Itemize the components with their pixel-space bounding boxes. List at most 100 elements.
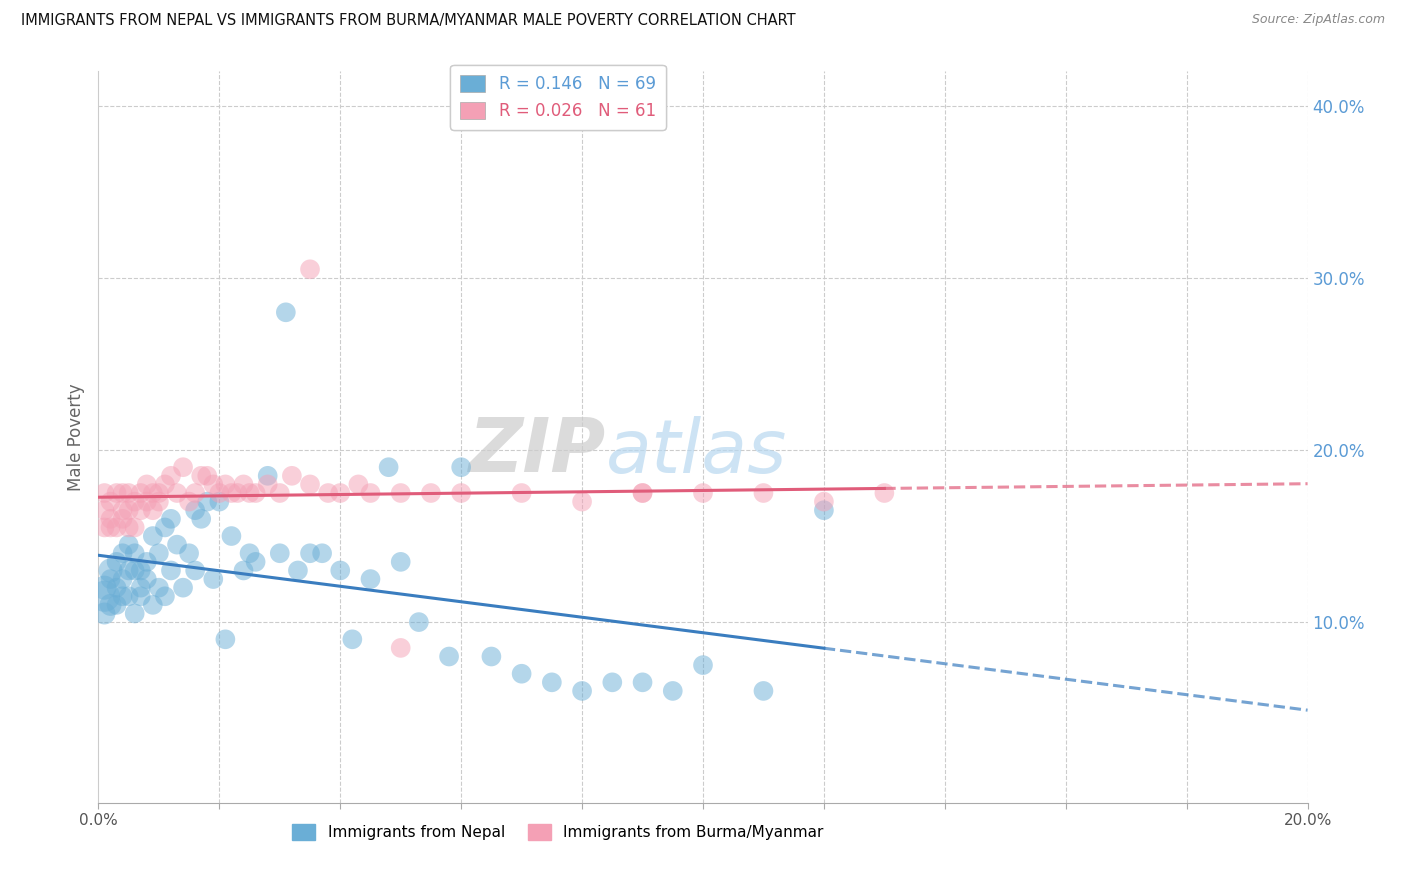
Point — [160, 564, 183, 578]
Text: IMMIGRANTS FROM NEPAL VS IMMIGRANTS FROM BURMA/MYANMAR MALE POVERTY CORRELATION : IMMIGRANTS FROM NEPAL VS IMMIGRANTS FROM… — [21, 13, 796, 29]
Point — [450, 460, 472, 475]
Point — [316, 486, 339, 500]
Point — [142, 529, 165, 543]
Point — [208, 494, 231, 508]
Text: ZIP: ZIP — [470, 415, 606, 488]
Point — [256, 468, 278, 483]
Point — [752, 684, 775, 698]
Point — [142, 503, 165, 517]
Point — [124, 520, 146, 534]
Point — [190, 512, 212, 526]
Point — [111, 503, 134, 517]
Point — [111, 486, 134, 500]
Point — [93, 520, 115, 534]
Point — [631, 675, 654, 690]
Point — [195, 468, 218, 483]
Point — [129, 503, 152, 517]
Point — [153, 589, 176, 603]
Text: atlas: atlas — [606, 416, 787, 488]
Point — [661, 684, 683, 698]
Point — [93, 581, 115, 595]
Legend: Immigrants from Nepal, Immigrants from Burma/Myanmar: Immigrants from Nepal, Immigrants from B… — [287, 818, 830, 847]
Point — [347, 477, 370, 491]
Point — [118, 564, 141, 578]
Point — [214, 632, 236, 647]
Point — [299, 477, 322, 491]
Point — [93, 589, 115, 603]
Point — [129, 564, 152, 578]
Point — [287, 564, 309, 578]
Point — [135, 572, 157, 586]
Point — [221, 486, 243, 500]
Y-axis label: Male Poverty: Male Poverty — [66, 384, 84, 491]
Point — [105, 581, 128, 595]
Point — [148, 494, 170, 508]
Point — [239, 486, 262, 500]
Point — [160, 468, 183, 483]
Point — [124, 564, 146, 578]
Point — [129, 581, 152, 595]
Point — [571, 494, 593, 508]
Text: Source: ZipAtlas.com: Source: ZipAtlas.com — [1251, 13, 1385, 27]
Point — [105, 486, 128, 500]
Point — [342, 632, 364, 647]
Point — [100, 520, 122, 534]
Point — [93, 607, 115, 621]
Point — [124, 494, 146, 508]
Point — [232, 477, 254, 491]
Point — [148, 581, 170, 595]
Point — [142, 486, 165, 500]
Point — [329, 486, 352, 500]
Point — [208, 486, 231, 500]
Point — [202, 477, 225, 491]
Point — [129, 486, 152, 500]
Point — [602, 675, 624, 690]
Point — [190, 468, 212, 483]
Point — [118, 486, 141, 500]
Point — [214, 477, 236, 491]
Point — [329, 564, 352, 578]
Point — [510, 666, 533, 681]
Point — [184, 564, 207, 578]
Point — [179, 494, 201, 508]
Point — [221, 529, 243, 543]
Point — [631, 486, 654, 500]
Point — [510, 486, 533, 500]
Point — [274, 305, 297, 319]
Point — [105, 598, 128, 612]
Point — [360, 486, 382, 500]
Point — [377, 460, 399, 475]
Point — [100, 564, 122, 578]
Point — [118, 520, 141, 534]
Point — [813, 503, 835, 517]
Point — [195, 494, 218, 508]
Point — [226, 486, 249, 500]
Point — [631, 486, 654, 500]
Point — [256, 477, 278, 491]
Point — [813, 494, 835, 508]
Point — [184, 503, 207, 517]
Point — [269, 546, 291, 560]
Point — [202, 572, 225, 586]
Point — [100, 572, 122, 586]
Point — [299, 262, 322, 277]
Point — [111, 512, 134, 526]
Point — [105, 555, 128, 569]
Point — [389, 640, 412, 655]
Point — [179, 546, 201, 560]
Point — [540, 675, 562, 690]
Point — [184, 486, 207, 500]
Point — [239, 546, 262, 560]
Point — [311, 546, 333, 560]
Point — [245, 486, 267, 500]
Point — [752, 486, 775, 500]
Point — [437, 649, 460, 664]
Point — [269, 486, 291, 500]
Point — [100, 494, 122, 508]
Point — [93, 486, 115, 500]
Point — [299, 546, 322, 560]
Point — [692, 486, 714, 500]
Point — [118, 503, 141, 517]
Point — [232, 564, 254, 578]
Point — [420, 486, 443, 500]
